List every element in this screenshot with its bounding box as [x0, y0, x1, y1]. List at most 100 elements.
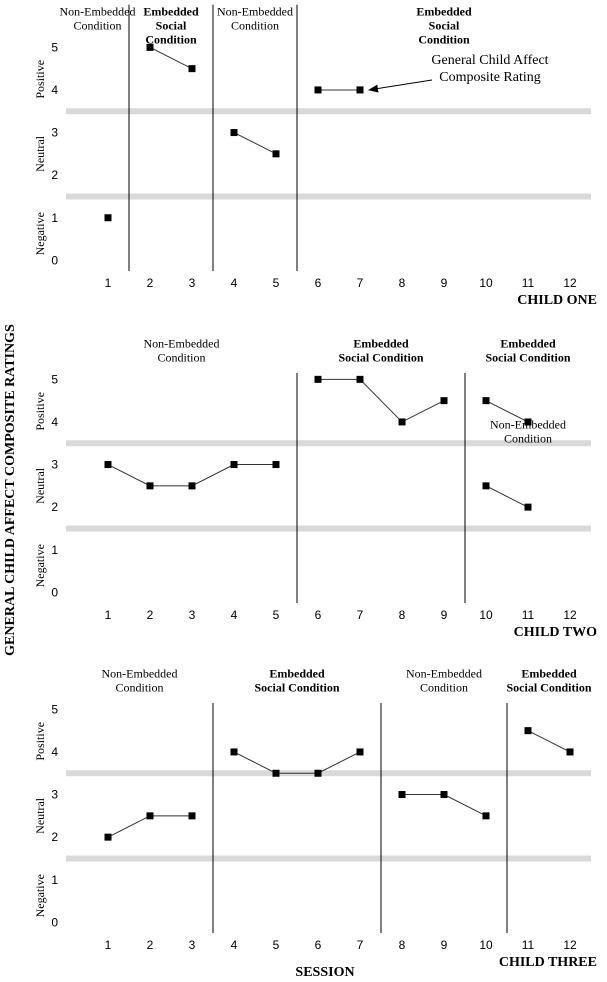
- x-tick-label: 9: [441, 276, 448, 290]
- condition-label: Social: [156, 18, 187, 32]
- y-tick-label: 0: [51, 253, 58, 267]
- data-point: [188, 812, 196, 820]
- x-tick-label: 1: [105, 938, 112, 952]
- x-tick-label: 9: [441, 938, 448, 952]
- x-tick-label: 3: [189, 938, 196, 952]
- condition-label: Condition: [420, 680, 468, 694]
- y-tick-label: 5: [51, 372, 58, 386]
- x-tick-label: 8: [399, 608, 406, 622]
- x-tick-label: 6: [315, 608, 322, 622]
- data-point: [524, 418, 532, 426]
- data-line: [527, 730, 571, 753]
- y-tick-label: 4: [51, 83, 58, 97]
- panel-title: CHILD ONE: [517, 293, 597, 308]
- x-tick-label: 12: [563, 938, 577, 952]
- data-line: [233, 132, 277, 155]
- condition-label: Embedded: [143, 4, 199, 18]
- y-tick-label: 3: [51, 788, 58, 802]
- condition-label: Non-Embedded: [102, 666, 178, 680]
- data-line: [233, 751, 361, 774]
- zone-label: Negative: [33, 212, 47, 255]
- zone-label: Positive: [33, 722, 47, 761]
- y-tick-label: 4: [51, 745, 58, 759]
- data-point: [104, 214, 112, 222]
- x-tick-label: 7: [357, 938, 364, 952]
- y-tick-label: 2: [51, 500, 58, 514]
- condition-label: Embedded: [521, 666, 577, 680]
- data-point: [356, 375, 364, 383]
- data-point: [314, 375, 322, 383]
- y-tick-label: 5: [51, 702, 58, 716]
- data-point: [440, 397, 448, 405]
- y-tick-label: 4: [51, 415, 58, 429]
- x-tick-label: 3: [189, 276, 196, 290]
- y-tick-label: 1: [51, 873, 58, 887]
- zone-label: Negative: [33, 874, 47, 917]
- panel-title: CHILD THREE: [499, 955, 597, 970]
- data-point: [356, 748, 364, 756]
- data-point: [398, 791, 406, 799]
- data-line: [485, 485, 529, 508]
- panel-title: CHILD TWO: [514, 625, 597, 640]
- data-point: [146, 482, 154, 490]
- data-point: [272, 769, 280, 777]
- zone-label: Neutral: [33, 135, 47, 172]
- condition-label: Embedded: [353, 336, 409, 350]
- zone-label: Positive: [33, 60, 47, 99]
- data-point: [482, 482, 490, 490]
- x-tick-label: 2: [147, 608, 154, 622]
- x-tick-label: 10: [479, 608, 493, 622]
- x-tick-label: 9: [441, 608, 448, 622]
- data-point: [482, 812, 490, 820]
- data-point: [314, 769, 322, 777]
- data-point: [230, 461, 238, 469]
- data-point: [314, 86, 322, 94]
- x-tick-label: 11: [522, 608, 535, 622]
- data-point: [398, 418, 406, 426]
- condition-label: Condition: [504, 431, 552, 445]
- x-axis-label: SESSION: [295, 965, 354, 980]
- x-tick-label: 5: [273, 276, 280, 290]
- y-tick-label: 1: [51, 543, 58, 557]
- x-tick-label: 11: [522, 938, 535, 952]
- x-tick-label: 1: [105, 608, 112, 622]
- x-tick-label: 6: [315, 276, 322, 290]
- condition-label: Embedded: [416, 4, 472, 18]
- condition-label: Non-Embedded: [406, 666, 482, 680]
- condition-label: Social Condition: [254, 680, 339, 694]
- x-tick-label: 5: [273, 608, 280, 622]
- condition-label: Condition: [157, 350, 205, 364]
- x-tick-label: 3: [189, 608, 196, 622]
- x-tick-label: 1: [105, 276, 112, 290]
- condition-label: Social Condition: [485, 350, 570, 364]
- data-point: [104, 833, 112, 841]
- x-tick-label: 5: [273, 938, 280, 952]
- y-tick-label: 2: [51, 830, 58, 844]
- data-point: [524, 503, 532, 511]
- condition-label: Condition: [115, 680, 163, 694]
- data-point: [104, 461, 112, 469]
- x-tick-label: 12: [563, 608, 577, 622]
- data-point: [482, 397, 490, 405]
- data-point: [272, 150, 280, 158]
- x-tick-label: 11: [522, 276, 535, 290]
- x-tick-label: 8: [399, 276, 406, 290]
- condition-label: Non-Embedded: [144, 336, 220, 350]
- y-tick-label: 3: [51, 126, 58, 140]
- y-tick-label: 3: [51, 458, 58, 472]
- x-tick-label: 2: [147, 938, 154, 952]
- data-line: [485, 400, 529, 423]
- condition-label: Condition: [231, 18, 279, 32]
- condition-label: Condition: [73, 18, 121, 32]
- data-line: [318, 378, 445, 423]
- x-tick-label: 12: [563, 276, 577, 290]
- zone-label: Neutral: [33, 467, 47, 504]
- condition-label: Condition: [418, 32, 470, 46]
- condition-label: Social: [429, 18, 460, 32]
- x-tick-label: 2: [147, 276, 154, 290]
- y-tick-label: 2: [51, 168, 58, 182]
- annotation: Composite Rating: [439, 70, 541, 85]
- condition-label: Embedded: [500, 336, 556, 350]
- x-tick-label: 10: [479, 276, 493, 290]
